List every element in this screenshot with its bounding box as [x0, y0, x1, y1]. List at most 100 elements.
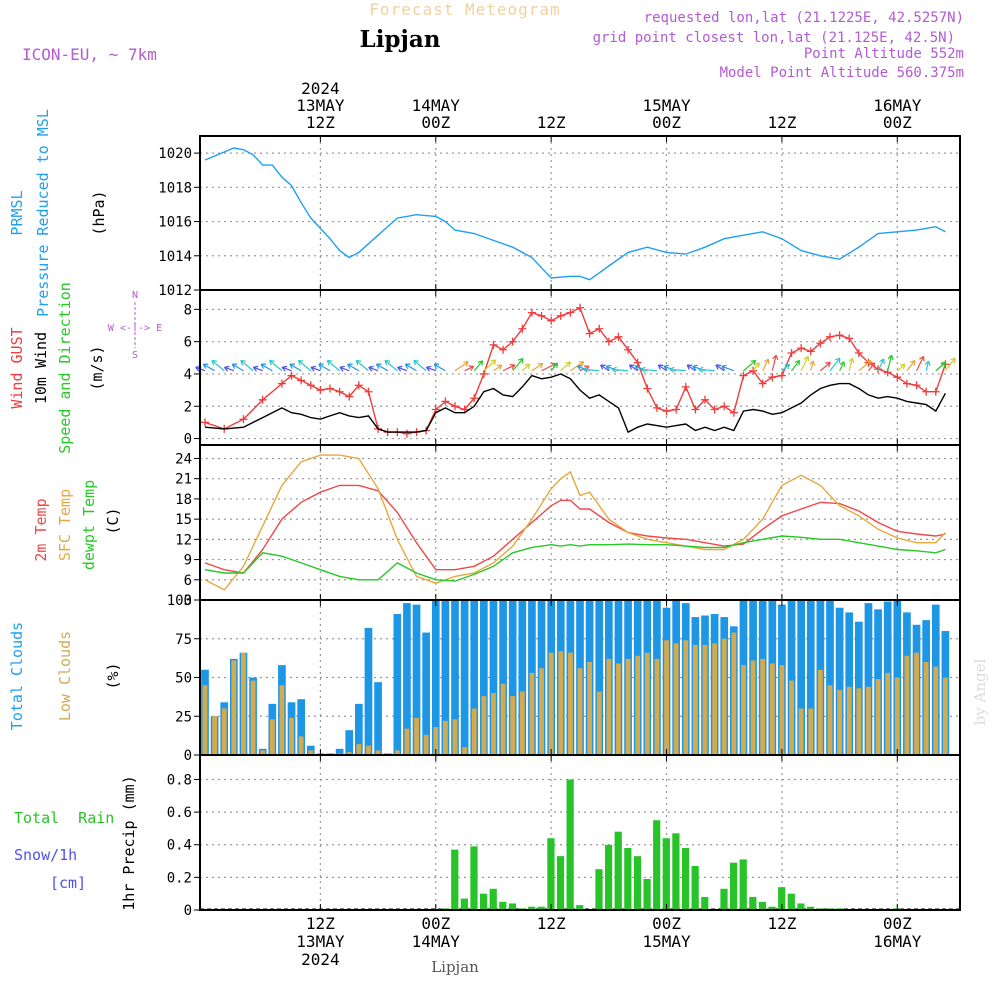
time-top-label: 12Z: [306, 113, 335, 132]
low-cloud-bar: [298, 736, 304, 755]
gust-marker: [874, 365, 883, 374]
gust-marker: [614, 332, 623, 341]
wind-arrow-shaft: [839, 361, 845, 371]
low-cloud-bar: [856, 688, 862, 755]
wind-arrow: [791, 359, 801, 372]
total-cloud-bar: [499, 600, 507, 755]
point-altitude: Point Altitude 552m: [804, 46, 964, 62]
wind-arrow: [657, 364, 667, 372]
low-cloud-bar: [750, 660, 756, 755]
wind-arrow-head: [211, 359, 218, 366]
wind-arrow: [404, 363, 417, 372]
gust-marker: [816, 339, 825, 348]
rain-bar: [451, 849, 459, 910]
compass-n: N: [132, 290, 138, 301]
low-cloud-bar: [510, 696, 516, 755]
total-cloud-bar: [441, 600, 450, 755]
low-cloud-bar: [500, 683, 506, 755]
wind-arrow-head: [950, 357, 956, 364]
wind-arrow: [896, 363, 906, 372]
wind-arrow-head: [468, 365, 475, 371]
gust-marker: [518, 324, 527, 333]
total-cloud-bar: [403, 603, 411, 755]
ytick-label: 9: [184, 553, 192, 569]
ytick-label: 12: [175, 532, 192, 548]
pressure-unit: (hPa): [90, 190, 108, 235]
wind-arrow-head: [355, 359, 362, 366]
low-cloud-bar: [452, 719, 458, 755]
wind-arrow-shaft: [521, 363, 531, 372]
time-top-label: 12Z: [537, 113, 566, 132]
wind-arrow-head: [940, 361, 947, 368]
gust-marker: [364, 387, 373, 396]
wind-arrow: [906, 359, 916, 372]
ytick-label: 0: [184, 432, 192, 448]
precipitation-panel: 0 0.2 0.4 0.6 0.8: [167, 754, 961, 919]
wind-arrow-head: [281, 365, 288, 372]
gust-marker: [239, 415, 248, 424]
rain-bar: [614, 831, 622, 910]
wind-arrow-head: [869, 362, 876, 368]
low-cloud-bar: [894, 677, 900, 755]
wind-arrow-head: [240, 359, 246, 366]
wind-arrow-shaft: [426, 366, 436, 372]
total-cloud-bar: [451, 600, 459, 755]
low-cloud-bar: [423, 734, 429, 755]
ytick-label: 25: [175, 709, 192, 725]
low-cloud-bar: [221, 708, 227, 755]
wind-arrow: [413, 359, 427, 372]
gust-marker: [835, 331, 844, 340]
wind-arrow-shaft: [502, 364, 516, 372]
wind-arrow-head: [784, 363, 791, 370]
rain-bar: [797, 903, 805, 910]
wind-arrow-shaft: [686, 364, 696, 372]
total-cloud-bar: [297, 699, 305, 755]
wind-arrow: [252, 365, 263, 372]
total-cloud-bar: [787, 600, 796, 755]
gust-marker: [710, 405, 719, 414]
wind-arrow-shaft: [355, 359, 369, 372]
low-cloud-bar: [471, 708, 477, 755]
wind-arrow: [502, 363, 516, 372]
gust-marker: [643, 384, 652, 393]
gust-marker: [681, 382, 690, 391]
wind-arrow: [425, 365, 436, 372]
wind-arrow-head: [326, 359, 333, 366]
credit-label: by Angel: [971, 658, 989, 725]
low-cloud-bar: [923, 662, 929, 755]
total-cloud-bar: [845, 612, 854, 755]
total-cloud-bar: [412, 604, 421, 755]
total-cloud-bar: [364, 627, 373, 755]
wind-arrow: [858, 359, 872, 372]
wind-arrow: [347, 363, 360, 372]
low-cloud-bar: [346, 751, 352, 755]
wind-arrow-head: [879, 358, 885, 365]
time-top-label: 00Z: [883, 113, 912, 132]
wind-arrow-shaft: [925, 360, 930, 371]
wind-arrow-head: [924, 360, 931, 366]
requested-lonlat: requested lon,lat (21.1225E, 42.5257N): [644, 10, 964, 26]
wind-arrow-head: [657, 364, 664, 370]
gust-marker: [729, 408, 738, 417]
low-cloud-bar: [702, 644, 708, 755]
wind-arrow-head: [715, 364, 722, 370]
gust-marker: [566, 308, 575, 317]
time-bottom-label: 00Z: [652, 914, 681, 933]
wind-arrow-shaft: [310, 366, 321, 372]
total-cloud-bar: [431, 600, 440, 755]
wind-arrow-shaft: [583, 368, 600, 372]
wind-arrow-head: [318, 363, 324, 369]
wind-arrow-shaft: [512, 358, 524, 372]
rain-bar: [537, 906, 545, 910]
low-cloud-bar: [933, 666, 939, 755]
time-bottom-label: 00Z: [421, 914, 450, 933]
wind-arrow-shaft: [231, 363, 244, 372]
precip-panel-labels: Total Rain Snow/1h [cm] 1hr Precip (mm): [14, 775, 138, 910]
wind-arrow: [355, 359, 369, 372]
time-top-label: 00Z: [421, 113, 450, 132]
gridpoint-lonlat: grid point closest lon,lat (21.125E, 42.…: [593, 30, 955, 46]
wind-arrow: [326, 359, 341, 372]
wind-arrow-head: [750, 359, 757, 366]
total-cloud-bar: [393, 613, 402, 755]
ytick-label: 6: [184, 335, 192, 351]
